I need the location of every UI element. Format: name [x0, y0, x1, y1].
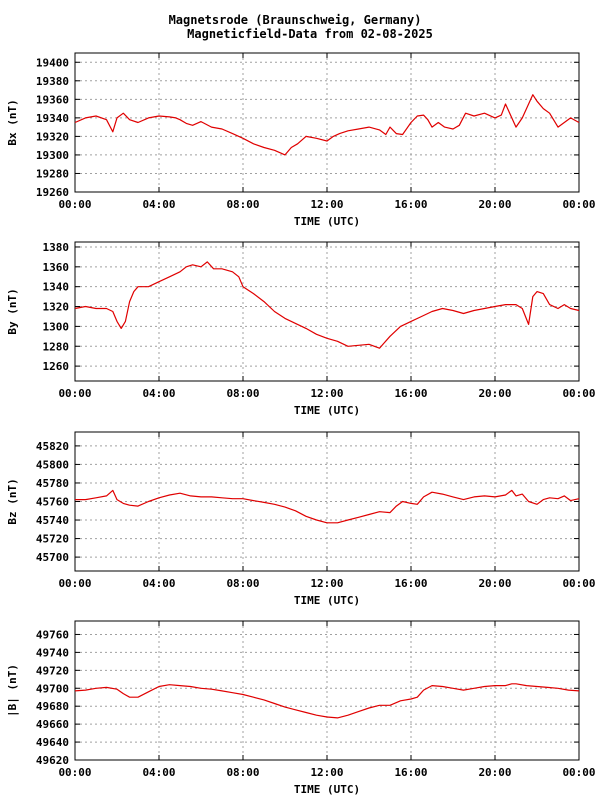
x-tick-label: 12:00 — [310, 387, 343, 400]
y-tick-label: 19400 — [36, 56, 69, 69]
chart-title-line1: Magnetsrode (Braunschweig, Germany) — [169, 13, 422, 27]
x-tick-label: 04:00 — [142, 198, 175, 211]
y-tick-label: 1260 — [43, 360, 70, 373]
y-tick-label: 1280 — [43, 340, 70, 353]
x-axis-label: TIME (UTC) — [294, 783, 360, 796]
x-tick-label: 04:00 — [142, 766, 175, 779]
panel-by-nt-series-line — [74, 261, 580, 349]
y-tick-label: 49740 — [36, 646, 69, 659]
y-axis-label: Bz (nT) — [6, 478, 19, 524]
x-tick-label: 12:00 — [310, 198, 343, 211]
x-axis-label: TIME (UTC) — [294, 404, 360, 417]
panel-bz-nt-series-line — [75, 489, 580, 524]
y-tick-label: 45820 — [36, 440, 69, 453]
x-tick-label: 04:00 — [142, 387, 175, 400]
x-tick-label: 00:00 — [58, 387, 91, 400]
panel-btotal-nt-series-line — [74, 683, 580, 719]
y-axis-label: By (nT) — [6, 288, 19, 334]
x-axis-label: TIME (UTC) — [294, 594, 360, 607]
y-tick-label: 49660 — [36, 718, 69, 731]
y-tick-label: 19360 — [36, 93, 69, 106]
y-tick-label: 1360 — [43, 261, 70, 274]
y-tick-label: 19260 — [36, 186, 69, 199]
y-tick-label: 45720 — [36, 533, 69, 546]
panel-btotal-nt: 00:00 04:00 08:00 12:00 16:00 20:00 00:0049620… — [6, 620, 596, 796]
y-tick-label: 49700 — [36, 682, 69, 695]
y-tick-label: 19280 — [36, 167, 69, 180]
y-tick-label: 45760 — [36, 496, 69, 509]
x-tick-label: 00:00 — [562, 577, 595, 590]
y-tick-label: 1300 — [43, 320, 70, 333]
x-tick-label: 00:00 — [562, 387, 595, 400]
x-axis-label: TIME (UTC) — [294, 215, 360, 228]
x-tick-label: 00:00 — [58, 766, 91, 779]
y-axis-label: Bx (nT) — [6, 99, 19, 145]
x-tick-label: 04:00 — [142, 577, 175, 590]
y-tick-label: 19340 — [36, 112, 69, 125]
x-tick-label: 08:00 — [226, 766, 259, 779]
x-tick-label: 00:00 — [562, 198, 595, 211]
x-tick-label: 12:00 — [310, 577, 343, 590]
y-tick-label: 1340 — [43, 281, 70, 294]
panel-bx-nt-series-line — [74, 94, 580, 156]
plot-frame — [74, 431, 580, 572]
x-tick-label: 16:00 — [394, 766, 427, 779]
panel-bz-nt: 00:00 04:00 08:00 12:00 16:00 20:00 00:00 45700… — [6, 431, 596, 607]
x-tick-label: 20:00 — [478, 198, 511, 211]
y-tick-label: 45800 — [36, 458, 69, 471]
x-tick-label: 20:00 — [478, 387, 511, 400]
panels: 00:00 04:00 08:00 12:00 16:00 20:00 00:0019260… — [6, 52, 596, 796]
plot-frame — [74, 241, 580, 382]
y-tick-label: 49620 — [36, 754, 69, 767]
x-tick-label: 08:00 — [226, 387, 259, 400]
y-tick-label: 19300 — [36, 149, 69, 162]
x-tick-label: 00:00 — [58, 577, 91, 590]
chart-title-line2: Magneticfield-Data from 02-08-2025 — [187, 27, 433, 41]
panel-by-nt: 00:00 04:00 08:00 12:00 16:00 20:00 00:00 1260 1… — [6, 241, 596, 417]
x-tick-label: 20:00 — [478, 766, 511, 779]
y-tick-label: 45780 — [36, 477, 69, 490]
x-tick-label: 16:00 — [394, 387, 427, 400]
y-tick-label: 49760 — [36, 628, 69, 641]
x-tick-label: 08:00 — [226, 198, 259, 211]
y-tick-label: 49720 — [36, 664, 69, 677]
x-tick-label: 20:00 — [478, 577, 511, 590]
y-tick-label: 19380 — [36, 75, 69, 88]
panel-bx-nt: 00:00 04:00 08:00 12:00 16:00 20:00 00:0019260… — [6, 52, 596, 228]
y-tick-label: 1380 — [43, 241, 70, 254]
x-tick-label: 08:00 — [226, 577, 259, 590]
x-tick-label: 00:00 — [562, 766, 595, 779]
x-tick-label: 00:00 — [58, 198, 91, 211]
x-tick-label: 16:00 — [394, 577, 427, 590]
y-tick-label: 49680 — [36, 700, 69, 713]
y-tick-label: 45700 — [36, 551, 69, 564]
y-tick-label: 45740 — [36, 514, 69, 527]
y-axis-label: |B| (nT) — [6, 664, 19, 717]
y-tick-label: 19320 — [36, 130, 69, 143]
y-tick-label: 1320 — [43, 301, 70, 314]
x-tick-label: 16:00 — [394, 198, 427, 211]
x-tick-label: 12:00 — [310, 766, 343, 779]
y-tick-label: 49640 — [36, 736, 69, 749]
